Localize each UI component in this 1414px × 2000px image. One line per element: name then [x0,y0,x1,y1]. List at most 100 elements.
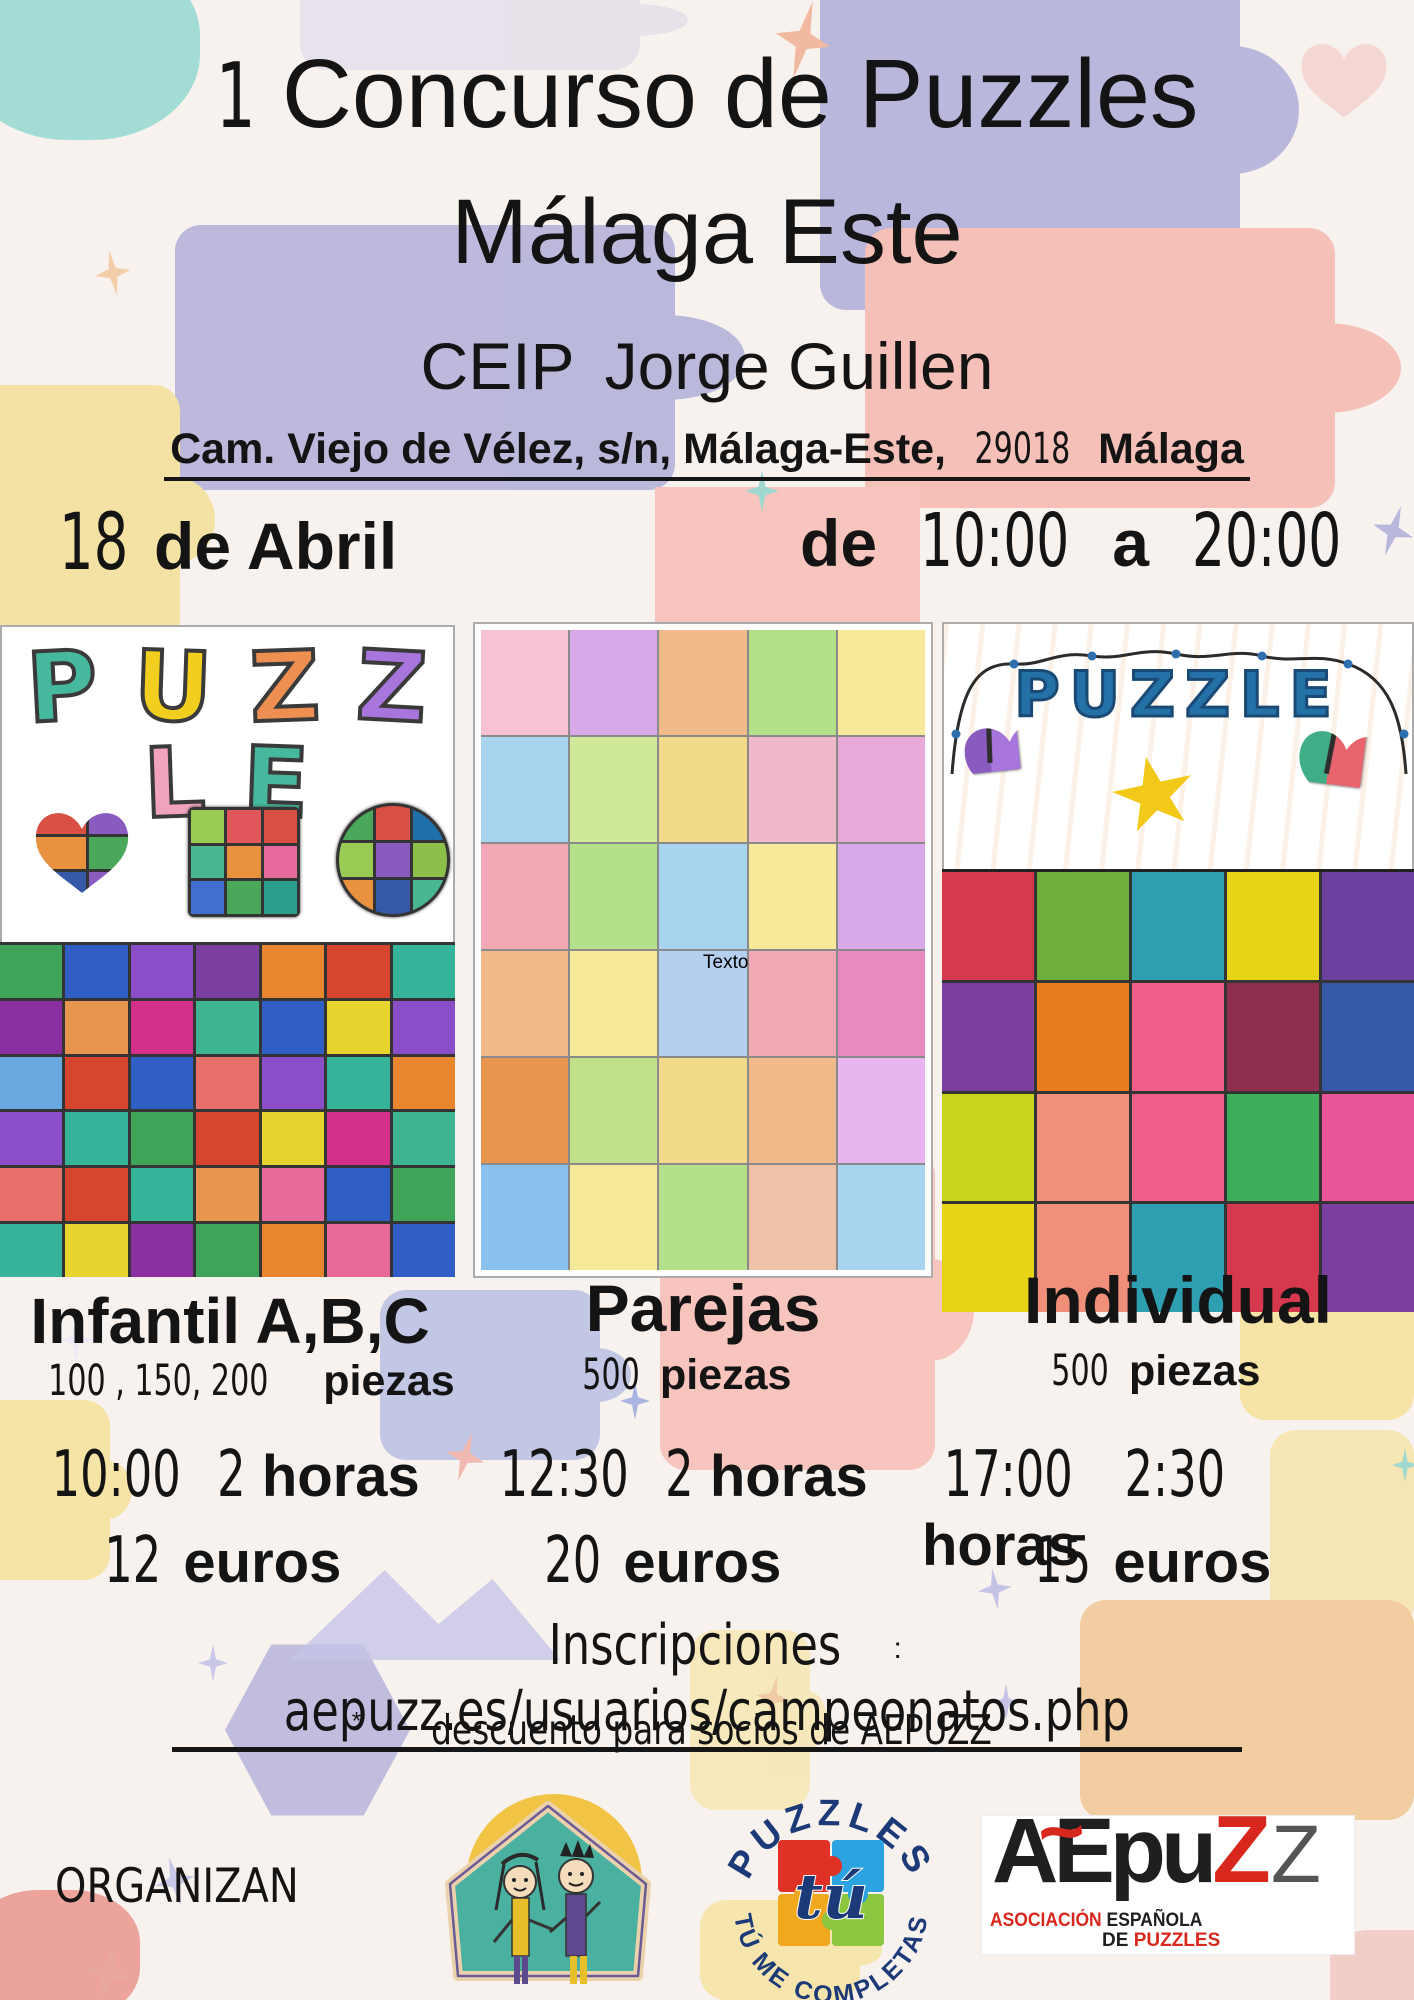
registration-separator: : [893,1632,902,1666]
bg-heart-outline [1298,34,1390,120]
square-puzzle-drawing [188,807,300,917]
event-date: 18 de Abril [52,498,397,588]
right-puzzle-grid [942,869,1414,1312]
duration-label: horas [261,1444,420,1509]
category-parejas-name: Parejas [585,1271,821,1345]
schedule-individual: 17:00 2:30 horas [922,1438,1414,1579]
parejas-drawing: Texto [473,622,933,1278]
price-label: euros [1113,1530,1272,1595]
start-time: 17:00 [943,1438,1073,1512]
bg-salmon-square [655,487,920,627]
bubble-letter: Z [352,627,433,747]
pieces-label: piezas [659,1351,792,1399]
address-street: Cam. Viejo de Vélez, s/n, Málaga-Este, [170,425,946,473]
event-date-month: de Abril [154,509,398,583]
poster-subtitle: Málaga Este [451,181,963,283]
aepuzz-tilde: ~ [1033,1784,1090,1879]
event-date-day: 18 [59,498,129,588]
poster-title: 1 Concurso de Puzzles [0,38,1414,150]
address-postal-code: 29018 [974,424,1070,474]
bg-puzzle-piece [1080,1600,1414,1820]
discount-text: descuento para socios de AEPUZZ [431,1706,993,1754]
price-number: 12 [104,1524,162,1598]
event-time: de 10:00 a 20:00 [800,498,1366,584]
price-number: 15 [1034,1524,1092,1598]
duration-number: 2 [217,1438,247,1512]
duration-number: 2 [665,1438,695,1512]
pieces-label: piezas [1128,1347,1261,1395]
bg-puzzle-piece [0,385,215,655]
duration-label: horas [922,1513,1080,1578]
title-number: 1 [215,44,256,149]
aepuzz-red-z: Z [1212,1796,1271,1903]
pieces-numbers: 100 , 150, 200 [48,1356,269,1406]
aepuzz-wordmark: AEpuZZ [992,1802,1321,1898]
venue-school-type: CEIP [420,329,575,403]
bg-puzzle-piece [690,1630,827,1810]
event-time-from-label: de [800,506,878,580]
right-drawing-top: PUZZLE [944,624,1412,869]
aepuzz-tagline-2: DE PUZZLES [1102,1930,1220,1952]
category-individual-name: Individual [1023,1263,1333,1337]
duration-label: horas [709,1444,868,1509]
price-parejas: 20 euros [460,1524,860,1598]
category-infantil-pieces: 100 , 150, 200 piezas [0,1356,460,1406]
logo-center-script: tú [794,1860,868,1933]
left-drawing-title: P U Z Z L E [2,627,453,842]
price-infantil: 12 euros [0,1524,440,1598]
bg-red-blob [0,1890,140,2000]
left-puzzle-grid [0,942,455,1277]
title-text: Concurso de Puzzles [281,39,1199,148]
price-number: 20 [544,1524,602,1598]
garland-drawing [950,649,1409,775]
pieces-label: piezas [323,1357,455,1405]
aepuzz-gray-z: Z [1270,1809,1321,1900]
bubble-letter: P [22,627,104,747]
tagline-word: DE [1102,1930,1129,1951]
texto-placeholder-label: Texto [703,952,749,973]
aepuzz-logo: AEpuZZ ~ ASOCIACIÓN ESPAÑOLA DE PUZZLES [982,1785,1354,1954]
aepuzz-tagline-1: ASOCIACIÓN ESPAÑOLA [990,1910,1202,1932]
pieces-numbers: 500 [1051,1346,1110,1396]
registration-url: aepuzz.es/usuarios/campeonatos.php [172,1678,1242,1752]
bg-puzzle-piece [0,1400,133,1580]
bg-puzzle-piece [1270,1430,1414,1630]
duration-number: 2:30 [1124,1438,1226,1512]
right-drawing-title: PUZZLE [1013,657,1342,733]
tagline-word: PUZZLES [1133,1930,1221,1951]
category-individual-pieces: 500 piezas [942,1346,1362,1396]
start-time: 10:00 [51,1438,181,1512]
address-city: Málaga [1098,425,1244,473]
bg-puzzle-piece [175,225,745,490]
price-label: euros [623,1530,782,1595]
puzzles-tu-logo: PUZZLES tú TÚ ME COMPLETAS [720,1792,936,2000]
schedule-infantil: 10:00 2 horas [30,1438,420,1512]
aepuzz-black: AEpu [992,1800,1217,1902]
venue-school-name: Jorge Guillen [604,329,994,403]
tagline-word: ESPAÑOLA [1106,1910,1203,1931]
organizers-label: ORGANIZAN [55,1859,299,1914]
event-time-end: 20:00 [1191,498,1342,584]
category-infantil-name: Infantil A,B,C [30,1285,430,1357]
event-time-start: 10:00 [919,498,1070,584]
registration-line: Inscripciones : aepuzz.es/usuarios/campe… [0,1612,1414,1752]
event-time-to-label: a [1112,506,1149,580]
schedule-parejas: 12:30 2 horas [478,1438,868,1512]
individual-drawing: PUZZLE [942,622,1414,1312]
bubble-letter: U [130,628,218,747]
registration-label: Inscripciones [548,1613,842,1678]
address-line: Cam. Viejo de Vélez, s/n, Málaga-Este, 2… [0,424,1414,481]
middle-puzzle-grid [481,630,925,1270]
bubble-letter: Z [246,628,325,746]
price-label: euros [183,1530,342,1595]
bg-puzzle-piece [300,0,688,70]
bg-puzzle-piece [380,1290,631,1460]
start-time: 12:30 [499,1438,629,1512]
infantil-drawing: P U Z Z L E [0,625,455,1277]
bg-puzzle-piece [865,228,1401,508]
tagline-word: ASOCIACIÓN [990,1910,1102,1931]
price-individual: 15 euros [950,1524,1350,1598]
pieces-numbers: 500 [582,1350,641,1400]
category-parejas-pieces: 500 piezas [473,1350,893,1400]
